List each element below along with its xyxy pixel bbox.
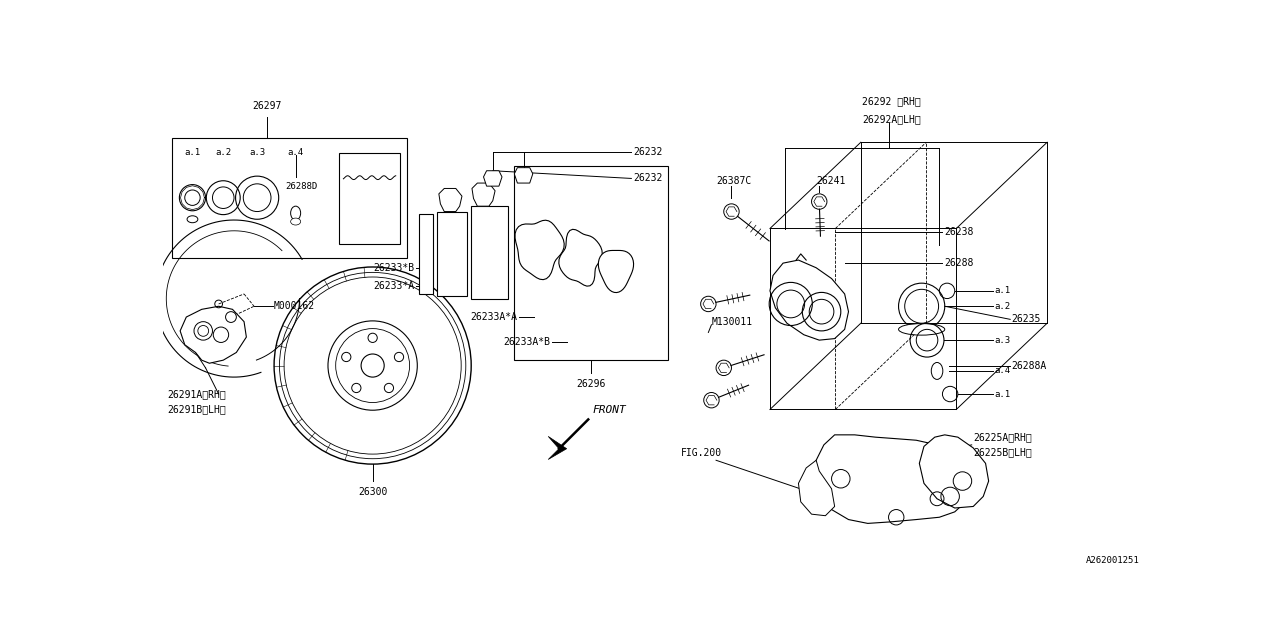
- Text: FIG.200: FIG.200: [681, 447, 722, 458]
- Polygon shape: [548, 436, 567, 460]
- Text: FRONT: FRONT: [593, 405, 627, 415]
- Polygon shape: [771, 260, 849, 340]
- Text: 26292A〈LH〉: 26292A〈LH〉: [863, 114, 922, 124]
- Text: 26300: 26300: [358, 487, 388, 497]
- Text: 26296: 26296: [576, 379, 605, 388]
- Polygon shape: [919, 435, 988, 508]
- Text: 26233A*B: 26233A*B: [503, 337, 550, 348]
- Text: 26288D: 26288D: [285, 182, 317, 191]
- Text: 26232: 26232: [632, 173, 662, 184]
- Ellipse shape: [291, 218, 301, 225]
- Polygon shape: [814, 435, 970, 524]
- Text: a.1: a.1: [995, 286, 1011, 295]
- Polygon shape: [515, 220, 564, 280]
- Polygon shape: [559, 229, 603, 286]
- Text: a.2: a.2: [995, 301, 1011, 311]
- Text: 26291B〈LH〉: 26291B〈LH〉: [168, 404, 225, 415]
- Text: a.4: a.4: [995, 367, 1011, 376]
- Text: 26288A: 26288A: [1011, 360, 1047, 371]
- Polygon shape: [484, 171, 502, 186]
- Bar: [513, 166, 668, 360]
- Text: 26233*B: 26233*B: [372, 263, 415, 273]
- Text: 26233A*A: 26233A*A: [471, 312, 517, 322]
- Ellipse shape: [187, 216, 198, 223]
- Text: A262001251: A262001251: [1085, 556, 1139, 565]
- Text: M000162: M000162: [274, 301, 315, 311]
- Text: 26241: 26241: [817, 176, 846, 186]
- Text: 26288: 26288: [943, 258, 973, 268]
- Polygon shape: [436, 212, 467, 296]
- Text: 26233*A: 26233*A: [372, 281, 415, 291]
- Ellipse shape: [932, 362, 943, 380]
- Polygon shape: [472, 183, 495, 206]
- Text: 26225A〈RH〉: 26225A〈RH〉: [973, 432, 1032, 442]
- Text: M130011: M130011: [712, 317, 753, 326]
- Polygon shape: [515, 168, 532, 183]
- Text: a.3: a.3: [995, 335, 1011, 344]
- Polygon shape: [180, 307, 246, 364]
- Polygon shape: [419, 214, 433, 294]
- Text: 26291A〈RH〉: 26291A〈RH〉: [168, 389, 225, 399]
- Ellipse shape: [291, 206, 301, 220]
- Text: 26235: 26235: [1011, 314, 1041, 324]
- Text: 26387C: 26387C: [716, 176, 751, 186]
- Text: a.3: a.3: [250, 148, 265, 157]
- Polygon shape: [799, 460, 835, 516]
- Bar: [339, 153, 401, 244]
- Ellipse shape: [899, 324, 945, 335]
- Bar: [173, 138, 407, 258]
- Polygon shape: [439, 188, 462, 212]
- Text: a.2: a.2: [215, 148, 232, 157]
- Polygon shape: [598, 250, 634, 292]
- Text: a.1: a.1: [184, 148, 201, 157]
- Text: a.4: a.4: [288, 148, 303, 157]
- Text: 26297: 26297: [252, 102, 282, 111]
- Text: 26225B〈LH〉: 26225B〈LH〉: [973, 447, 1032, 458]
- Text: 26238: 26238: [943, 227, 973, 237]
- Text: 26232: 26232: [632, 147, 662, 157]
- Text: a.1: a.1: [995, 390, 1011, 399]
- Text: 26292 〈RH〉: 26292 〈RH〉: [863, 97, 922, 106]
- Polygon shape: [471, 206, 508, 298]
